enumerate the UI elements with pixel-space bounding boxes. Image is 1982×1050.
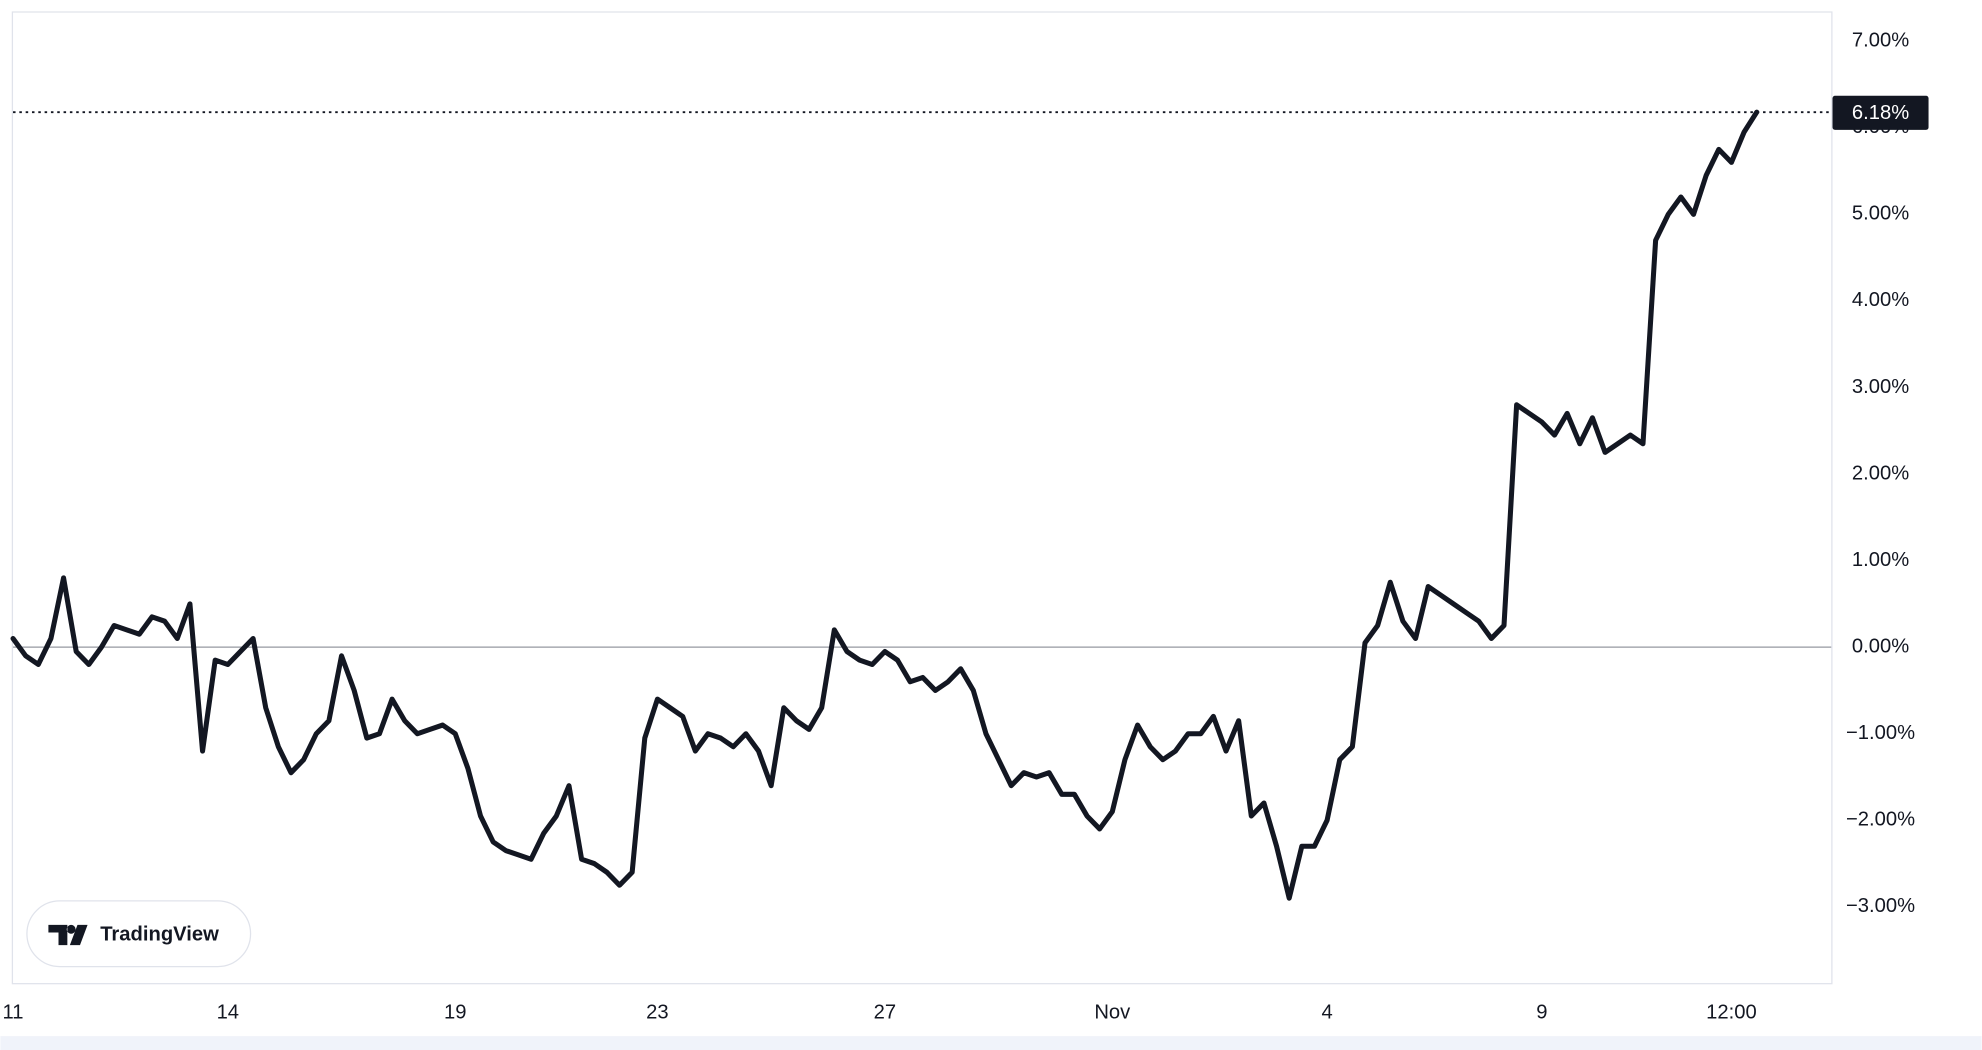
logo-text: TradingView (100, 923, 219, 945)
x-tick-label: Nov (1094, 1002, 1131, 1024)
y-tick-label: 2.00% (1852, 462, 1909, 484)
x-tick-label: 14 (217, 1002, 239, 1024)
series-line (10, 109, 1760, 901)
watermark-badge: TradingView (26, 900, 252, 968)
y-tick-label: 3.00% (1852, 376, 1909, 398)
plot-area: −3.00% −2.00% −1.00% 0.00% 1.00% 2.00% 3.00% 4.… (3, 30, 1929, 1024)
y-tick-label: 1.00% (1852, 549, 1909, 571)
y-tick-label: 7.00% (1852, 30, 1909, 52)
y-tick-label: 4.00% (1852, 289, 1909, 311)
y-tick-label: −2.00% (1846, 809, 1915, 831)
x-tick-label: 27 (874, 1002, 896, 1024)
x-tick-label: 12:00 (1706, 1002, 1757, 1024)
x-tick-label: 9 (1536, 1002, 1547, 1024)
logo-icon (48, 924, 88, 946)
y-tick-label: 5.00% (1852, 203, 1909, 225)
x-tick-label: 11 (3, 1002, 24, 1024)
last-value-box (1832, 95, 1929, 130)
x-tick-label: 19 (444, 1002, 466, 1024)
plot-border (11, 11, 1833, 985)
bottom-strip (0, 1036, 1982, 1050)
y-tick-label: −3.00% (1846, 895, 1915, 917)
last-value-label: 6.18% (1852, 102, 1909, 124)
x-tick-label: 23 (646, 1002, 668, 1024)
badge-frame (26, 900, 252, 968)
x-tick-label: 4 (1321, 1002, 1332, 1024)
y-tick-label: −1.00% (1846, 722, 1915, 744)
y-tick-label: 0.00% (1852, 636, 1909, 658)
